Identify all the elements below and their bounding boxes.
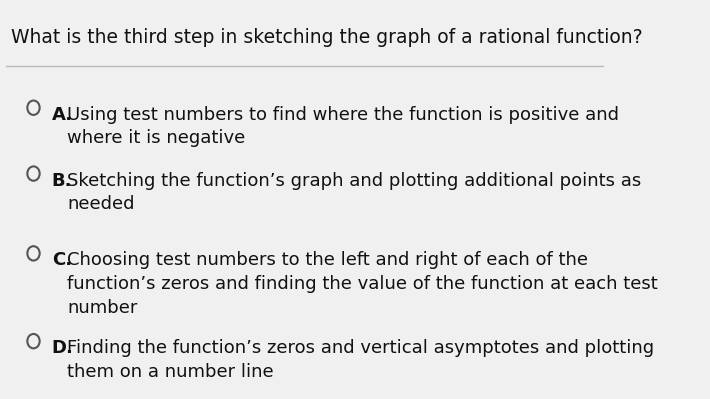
Text: Sketching the function’s graph and plotting additional points as
needed: Sketching the function’s graph and plott… (67, 172, 641, 213)
Text: D.: D. (52, 339, 74, 357)
Text: B.: B. (52, 172, 72, 190)
Text: C.: C. (52, 251, 72, 269)
Text: Finding the function’s zeros and vertical asymptotes and plotting
them on a numb: Finding the function’s zeros and vertica… (67, 339, 654, 381)
Text: Using test numbers to find where the function is positive and
where it is negati: Using test numbers to find where the fun… (67, 106, 619, 147)
Text: A.: A. (52, 106, 73, 124)
Text: Choosing test numbers to the left and right of each of the
function’s zeros and : Choosing test numbers to the left and ri… (67, 251, 657, 316)
Text: What is the third step in sketching the graph of a rational function?: What is the third step in sketching the … (11, 28, 643, 47)
